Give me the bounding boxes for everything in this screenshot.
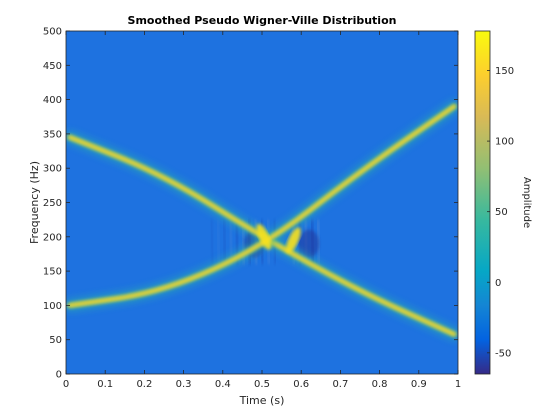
- heatmap-background: [66, 31, 458, 374]
- y-axis-label: Frequency (Hz): [28, 161, 41, 244]
- colorbar-tick-label: 100: [495, 137, 514, 148]
- y-tick-label: 250: [43, 198, 62, 209]
- y-tick-label: 500: [43, 27, 62, 38]
- x-tick-label: 0.5: [254, 379, 270, 390]
- x-tick-label: 0.6: [293, 379, 309, 390]
- plot-area: [66, 31, 458, 374]
- crossing-highlight: [256, 223, 272, 250]
- cross-term-stripe: [222, 219, 227, 265]
- crossing-highlight: [285, 227, 301, 254]
- y-tick-label: 150: [43, 267, 62, 278]
- colorbar-ticks: -50 0 50 100 150: [487, 66, 514, 359]
- y-tick-label: 400: [43, 95, 62, 106]
- component-peak: [68, 135, 456, 336]
- x-tick-label: 0.2: [136, 379, 152, 390]
- y-tick-label: 50: [49, 335, 62, 346]
- y-tick-label: 0: [56, 370, 62, 381]
- colorbar-tick-label: -50: [495, 348, 511, 359]
- signal-components: [66, 100, 458, 341]
- y-tick-label: 350: [43, 129, 62, 140]
- chart-title: Smoothed Pseudo Wigner-Ville Distributio…: [128, 14, 397, 27]
- x-tick-label: 0.9: [411, 379, 427, 390]
- x-axis-label: Time (s): [239, 394, 285, 407]
- x-tick-label: 0.1: [97, 379, 113, 390]
- x-axis-ticks: 0 0.1 0.2 0.3 0.4 0.5 0.6 0.7 0.8 0.9 1: [63, 31, 461, 390]
- colorbar: [474, 30, 491, 375]
- y-tick-label: 450: [43, 61, 62, 72]
- x-tick-label: 0.7: [332, 379, 348, 390]
- colorbar-tick-label: 0: [495, 278, 501, 289]
- y-tick-label: 200: [43, 232, 62, 243]
- component-peak: [68, 105, 456, 307]
- colorbar-label: Amplitude: [521, 177, 532, 228]
- colorbar-tick-label: 50: [495, 207, 508, 218]
- x-tick-label: 0.4: [215, 379, 231, 390]
- x-tick-label: 0.3: [176, 379, 192, 390]
- y-axis-ticks: 0 50 100 150 200 250 300 350 400 450 500: [43, 27, 458, 381]
- x-tick-label: 1: [455, 379, 461, 390]
- x-tick-label: 0.8: [372, 379, 388, 390]
- cross-term-stripe: [216, 219, 221, 265]
- cross-term-stripe: [209, 219, 215, 265]
- x-tick-label: 0: [63, 379, 69, 390]
- colorbar-tick-label: 150: [495, 66, 514, 77]
- cross-term-core: [299, 229, 320, 258]
- y-tick-label: 300: [43, 164, 62, 175]
- y-tick-label: 100: [43, 301, 62, 312]
